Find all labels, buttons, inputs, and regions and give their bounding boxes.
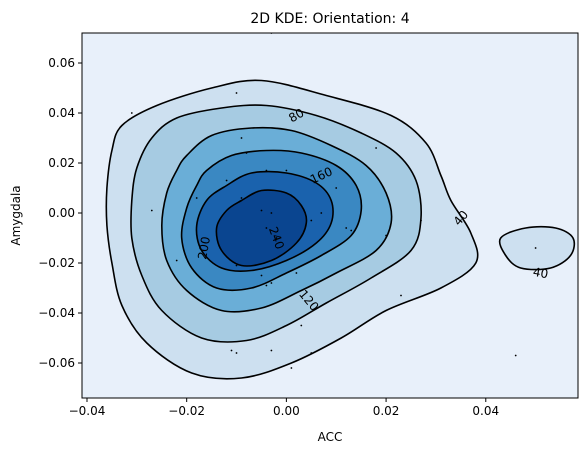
- contour-fill-240: [216, 190, 307, 266]
- data-point: [260, 209, 263, 212]
- data-point: [265, 169, 268, 172]
- data-point: [260, 274, 263, 277]
- data-point: [300, 324, 303, 327]
- data-point: [130, 112, 133, 114]
- contour-line-200: [195, 170, 334, 272]
- data-point: [235, 352, 238, 354]
- y-axis: −0.06 −0.04 −0.02 0.00 0.02 0.04 0.06: [38, 56, 82, 370]
- data-point: [245, 152, 248, 154]
- y-tick-label: −0.06: [38, 356, 75, 370]
- x-axis-label: ACC: [318, 430, 343, 444]
- data-point: [240, 137, 243, 139]
- data-point: [195, 197, 198, 199]
- contour-label: 200: [195, 236, 213, 261]
- contour-label: 80: [286, 106, 306, 126]
- y-tick-label: 0.02: [48, 156, 75, 170]
- data-point: [310, 352, 313, 354]
- chart-title: 2D KDE: Orientation: 4: [250, 11, 409, 27]
- data-point: [240, 197, 243, 199]
- x-tick-label: −0.02: [168, 404, 205, 418]
- x-tick-label: 0.02: [373, 404, 400, 418]
- svg-text:80: 80: [286, 106, 306, 126]
- data-point: [295, 272, 298, 274]
- y-tick-label: 0.06: [48, 56, 75, 70]
- data-point: [335, 187, 338, 189]
- data-point: [375, 147, 377, 149]
- contour-fill-40: [499, 226, 575, 270]
- contour-line-120: [160, 126, 393, 313]
- y-axis-label: Amygdala: [9, 185, 23, 245]
- y-tick-label: −0.04: [38, 306, 75, 320]
- data-point: [310, 219, 313, 222]
- contour-line-40: [498, 225, 576, 271]
- data-point: [150, 209, 153, 212]
- y-tick-label: −0.02: [38, 256, 75, 270]
- contour-line-240: [215, 189, 308, 267]
- data-point: [225, 179, 228, 182]
- x-tick-label: −0.04: [69, 404, 106, 418]
- data-point: [270, 212, 273, 214]
- data-point: [345, 227, 348, 229]
- data-point: [385, 234, 387, 237]
- data-point: [265, 284, 268, 287]
- data-point: [290, 367, 293, 369]
- data-point: [270, 282, 273, 284]
- x-tick-label: 0.04: [472, 404, 499, 418]
- svg-text:40: 40: [532, 265, 549, 281]
- contour-line-40: [105, 79, 479, 380]
- contour-line-160: [180, 149, 363, 291]
- data-point: [350, 229, 353, 232]
- data-point: [514, 354, 517, 357]
- data-point: [175, 259, 178, 262]
- data-point: [275, 237, 278, 239]
- data-point: [534, 247, 537, 249]
- data-point: [265, 227, 268, 229]
- data-point: [285, 169, 288, 172]
- data-point: [235, 264, 238, 267]
- data-point: [400, 294, 402, 297]
- plot-frame: [81, 32, 579, 399]
- y-tick-label: 0.04: [48, 106, 75, 120]
- data-point: [270, 349, 273, 352]
- contour-lines: [105, 79, 576, 380]
- contour-line-80: [130, 104, 422, 343]
- svg-text:200: 200: [195, 236, 213, 261]
- y-tick-label: 0.00: [48, 206, 75, 220]
- x-tick-label: 0.00: [273, 404, 300, 418]
- data-point: [230, 349, 233, 352]
- data-point: [235, 92, 238, 94]
- x-axis: −0.04 −0.02 0.00 0.02 0.04: [69, 398, 499, 418]
- data-point: [320, 212, 323, 214]
- contour-label: 40: [532, 265, 549, 281]
- data-point: [420, 219, 422, 222]
